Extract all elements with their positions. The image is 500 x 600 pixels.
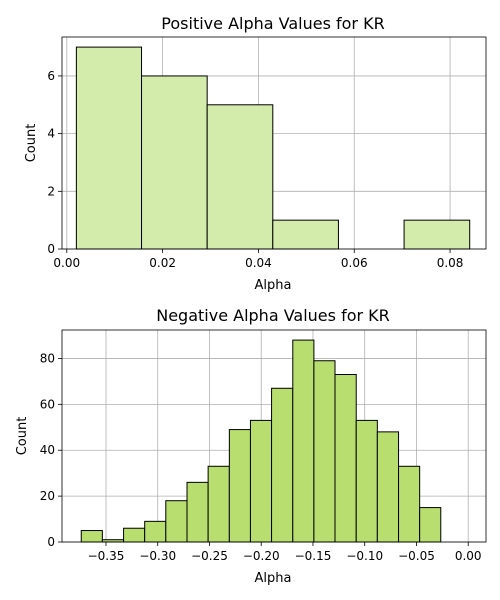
histogram-bar (186, 481, 209, 543)
negative-alpha-chart: Negative Alpha Values for KR −0.35 −0.30−… (15, 306, 487, 586)
chart-title: Negative Alpha Values for KR (156, 306, 390, 325)
y-tick-label: 0 (47, 242, 55, 256)
histogram-bar (144, 520, 167, 543)
y-tick-label: 2 (47, 184, 55, 198)
y-axis-label: Count (15, 417, 30, 456)
histogram-bar (75, 46, 143, 250)
x-axis-ticks: −0.35 −0.30 −0.25 −0.20 −0.15 −0.10 −0.05 0.00 (88, 542, 482, 563)
bars (80, 339, 442, 543)
bars (75, 46, 471, 250)
histogram-bar (249, 419, 273, 543)
x-tick-label: −0.30 (139, 549, 176, 563)
x-tick-label: −0.05 (398, 549, 435, 563)
histogram-bar (123, 527, 146, 543)
y-axis-ticks: 0 2 4 6 (47, 69, 62, 256)
histogram-bar (165, 500, 188, 543)
x-tick-label: 0.08 (437, 256, 464, 270)
x-tick-label: −0.25 (191, 549, 228, 563)
histogram-bar (403, 219, 471, 250)
plot-area-frame (61, 36, 487, 250)
histogram-bar (228, 429, 251, 543)
histogram-bar (292, 339, 315, 543)
x-axis-label: Alpha (255, 278, 292, 293)
positive-alpha-chart: Positive Alpha Values for KR 0.00 0.02 0.0… (24, 14, 487, 293)
y-tick-label: 0 (47, 535, 55, 549)
histogram-bar (207, 465, 230, 543)
x-tick-label: −0.20 (243, 549, 280, 563)
y-tick-label: 80 (40, 351, 55, 365)
histogram-bar (80, 530, 103, 543)
y-tick-label: 40 (40, 443, 55, 457)
x-tick-label: −0.10 (346, 549, 383, 563)
histogram-bar (334, 374, 357, 543)
chart-title: Positive Alpha Values for KR (161, 14, 384, 33)
histogram-bar (272, 219, 339, 250)
x-tick-label: 0.00 (53, 256, 80, 270)
x-axis-ticks: 0.00 0.02 0.04 0.06 0.08 (53, 249, 463, 270)
x-tick-label: 0.02 (149, 256, 176, 270)
y-tick-label: 6 (47, 69, 55, 83)
y-axis-ticks: 0 20 40 60 80 (40, 351, 62, 549)
x-tick-label: 0.04 (245, 256, 272, 270)
histogram-bar (355, 419, 378, 543)
y-tick-label: 4 (47, 127, 55, 141)
histogram-bar (141, 75, 208, 250)
histogram-bar (271, 387, 294, 543)
histogram-bar (398, 465, 421, 543)
x-axis-label: Alpha (255, 571, 292, 586)
y-tick-label: 60 (40, 397, 55, 411)
plot-area-frame (61, 329, 487, 543)
x-tick-label: −0.35 (88, 549, 125, 563)
x-tick-label: −0.15 (295, 549, 332, 563)
y-axis-label: Count (24, 124, 39, 163)
histogram-bar (376, 431, 400, 543)
x-tick-label: 0.00 (455, 549, 482, 563)
y-tick-label: 20 (40, 489, 55, 503)
histogram-bar (313, 360, 336, 543)
histogram-bar (419, 507, 442, 543)
histogram-bar (206, 104, 274, 250)
x-tick-label: 0.06 (341, 256, 368, 270)
